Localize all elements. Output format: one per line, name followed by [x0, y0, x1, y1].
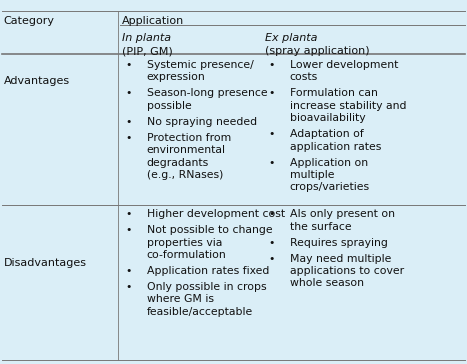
Text: •: • — [126, 266, 132, 276]
Text: No spraying needed: No spraying needed — [147, 117, 257, 127]
Text: bioavailability: bioavailability — [290, 113, 365, 123]
Text: multiple: multiple — [290, 170, 334, 180]
Text: In planta: In planta — [122, 33, 171, 43]
Text: expression: expression — [147, 72, 205, 82]
Text: Category: Category — [4, 16, 55, 26]
Text: (spray application): (spray application) — [265, 46, 370, 56]
Text: Not possible to change: Not possible to change — [147, 225, 272, 235]
Text: applications to cover: applications to cover — [290, 266, 403, 276]
Text: •: • — [269, 238, 275, 248]
Text: feasible/acceptable: feasible/acceptable — [147, 307, 253, 317]
Text: possible: possible — [147, 101, 191, 111]
Text: the surface: the surface — [290, 222, 351, 232]
Text: Application on: Application on — [290, 158, 368, 167]
Text: Ex planta: Ex planta — [265, 33, 318, 43]
Text: Requires spraying: Requires spraying — [290, 238, 388, 248]
Text: Season-long presence: Season-long presence — [147, 88, 267, 98]
Text: costs: costs — [290, 72, 318, 82]
Text: •: • — [126, 133, 132, 143]
Text: Systemic presence/: Systemic presence/ — [147, 60, 254, 70]
Text: where GM is: where GM is — [147, 294, 213, 304]
Text: •: • — [269, 129, 275, 139]
Text: crops/varieties: crops/varieties — [290, 182, 370, 192]
Text: •: • — [126, 209, 132, 219]
Text: •: • — [126, 282, 132, 292]
Text: increase stability and: increase stability and — [290, 101, 406, 111]
Text: •: • — [126, 60, 132, 70]
Text: Advantages: Advantages — [4, 76, 70, 86]
Text: •: • — [126, 117, 132, 127]
Text: •: • — [126, 88, 132, 98]
Text: May need multiple: May need multiple — [290, 254, 391, 264]
Text: (PIP, GM): (PIP, GM) — [122, 46, 173, 56]
Text: Only possible in crops: Only possible in crops — [147, 282, 266, 292]
Text: properties via: properties via — [147, 238, 222, 248]
Text: application rates: application rates — [290, 142, 381, 151]
Text: Adaptation of: Adaptation of — [290, 129, 363, 139]
Text: whole season: whole season — [290, 278, 363, 288]
Text: •: • — [269, 254, 275, 264]
Text: AIs only present on: AIs only present on — [290, 209, 395, 219]
Text: (e.g., RNases): (e.g., RNases) — [147, 170, 223, 180]
Text: degradants: degradants — [147, 158, 209, 167]
Text: •: • — [269, 60, 275, 70]
Text: environmental: environmental — [147, 145, 226, 155]
Text: Application: Application — [122, 16, 184, 26]
Text: •: • — [269, 88, 275, 98]
Text: Protection from: Protection from — [147, 133, 231, 143]
Text: Application rates fixed: Application rates fixed — [147, 266, 269, 276]
Text: Formulation can: Formulation can — [290, 88, 377, 98]
Text: Disadvantages: Disadvantages — [4, 258, 87, 268]
Text: •: • — [269, 209, 275, 219]
Text: Higher development cost: Higher development cost — [147, 209, 285, 219]
Text: •: • — [126, 225, 132, 235]
Text: Lower development: Lower development — [290, 60, 398, 70]
Text: co-formulation: co-formulation — [147, 250, 226, 260]
Text: •: • — [269, 158, 275, 167]
